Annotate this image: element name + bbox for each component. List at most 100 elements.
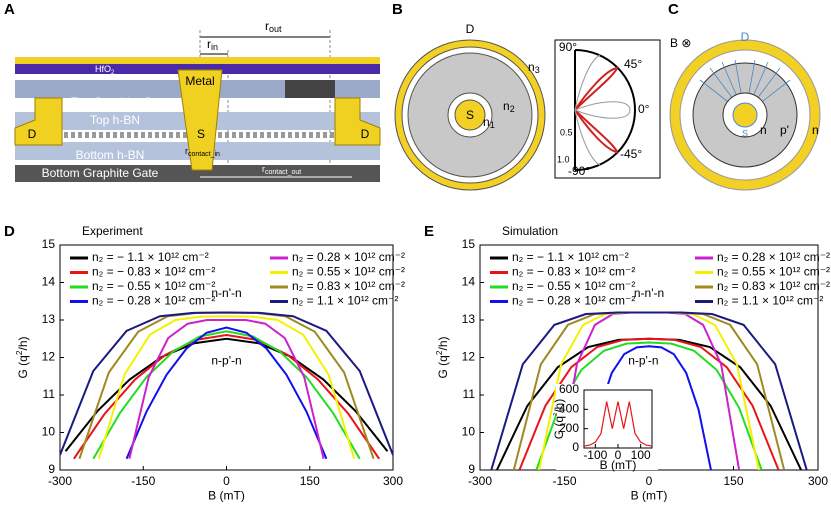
x-tick-label: 150 [723, 474, 743, 488]
label: rout [265, 19, 282, 34]
x-tick-label: -150 [552, 474, 576, 488]
panel-b: B D S n1 n2 n3 90° 45° 0° -45° -90° 0.5 … [392, 1, 661, 191]
legend-label: n₂ = 1.1 × 10¹² cm⁻² [717, 294, 823, 308]
y-axis-label-part: G (q [16, 355, 30, 378]
legend-label: n₂ = − 1.1 × 10¹² cm⁻² [512, 250, 629, 264]
x-tick-label: 300 [383, 474, 403, 488]
y-tick-label: 12 [462, 350, 476, 364]
y-axis-label-part: G (q [436, 355, 450, 378]
trajectories [699, 59, 791, 116]
layer [15, 64, 380, 74]
y-axis-label-part: /h) [552, 399, 566, 413]
panel-a: A rout rin HfO2 Metal Top Graphite Gate … [4, 1, 381, 182]
source [732, 102, 758, 128]
y-tick-label: 15 [462, 237, 476, 251]
series-line [73, 333, 380, 460]
x-axis-label: B (mT) [600, 458, 637, 472]
x-tick-label: 150 [300, 474, 320, 488]
y-axis-label: G (q2/h) [434, 336, 450, 378]
y-axis-label-part: 2 [553, 413, 559, 416]
series-line [128, 319, 325, 459]
y-tick-label: 0 [572, 440, 579, 454]
x-tick-label: 100 [631, 448, 651, 462]
y-tick-label: 400 [559, 402, 579, 416]
series-line [92, 330, 361, 460]
contact [14, 97, 63, 146]
label: 90° [559, 40, 577, 54]
y-axis-label: G (q2/h) [14, 336, 30, 378]
label: D [361, 127, 370, 141]
series-line [97, 315, 356, 460]
legend-label: n₂ = − 0.83 × 10¹² cm⁻² [512, 265, 635, 279]
y-tick-label: 600 [559, 382, 579, 396]
x-tick-label: 0 [615, 448, 622, 462]
legend-label: n₂ = 0.55 × 10¹² cm⁻² [292, 265, 405, 279]
label: S [197, 127, 205, 141]
label: 0° [638, 102, 650, 116]
chart-title: Experiment [82, 224, 143, 238]
legend-label: n₂ = 1.1 × 10¹² cm⁻² [292, 294, 398, 308]
polar-axis [574, 49, 636, 171]
label: S [742, 128, 748, 138]
y-tick-label: 14 [42, 275, 56, 289]
label: rcontact_in [185, 146, 220, 157]
legend-label: n₂ = − 0.83 × 10¹² cm⁻² [92, 265, 215, 279]
series-line [60, 311, 393, 456]
label: 45° [624, 57, 642, 71]
y-tick-label: 11 [43, 387, 56, 401]
label: p' [780, 123, 789, 137]
panel-label: D [4, 223, 15, 240]
label: n2 [503, 99, 515, 114]
x-axis-label: B (mT) [208, 489, 245, 503]
x-tick-label: -150 [131, 474, 155, 488]
label: S [466, 108, 474, 122]
panel-label: E [424, 223, 434, 240]
y-tick-label: 13 [462, 312, 476, 326]
annotation: n-n'-n [634, 286, 664, 300]
y-axis-label-part: 2 [434, 350, 444, 355]
legend-label: n₂ = − 0.28 × 10¹² cm⁻² [92, 294, 215, 308]
y-tick-label: 200 [559, 421, 579, 435]
y-tick-label: 14 [462, 275, 476, 289]
series-line [125, 326, 328, 460]
series-line [490, 311, 808, 470]
y-tick-label: 10 [462, 425, 476, 439]
x-tick-label: -300 [48, 474, 72, 488]
label: 1.0 [557, 154, 570, 164]
label: rcontact_out [262, 164, 301, 175]
label: n [812, 123, 819, 137]
chart-title: Simulation [502, 224, 558, 238]
annotation: n-p'-n [628, 353, 658, 367]
layer [15, 57, 380, 64]
inset-background [556, 384, 658, 470]
label: Top h-BN [90, 113, 140, 127]
annotation: n-p'-n [211, 353, 241, 367]
label: n [760, 123, 767, 137]
legend-label: n₂ = − 0.28 × 10¹² cm⁻² [512, 294, 635, 308]
legend-label: n₂ = − 1.1 × 10¹² cm⁻² [92, 250, 209, 264]
label: n3 [528, 60, 540, 75]
legend-label: n₂ = 0.83 × 10¹² cm⁻² [717, 279, 830, 293]
legend-label: n₂ = 0.28 × 10¹² cm⁻² [292, 250, 405, 264]
label: Top Graphite Gate [71, 95, 169, 109]
legend-label: n₂ = 0.55 × 10¹² cm⁻² [717, 265, 830, 279]
panel-label: B [392, 1, 403, 18]
lobe [574, 54, 631, 166]
polar-box [554, 39, 661, 179]
x-tick-label: 0 [646, 474, 653, 488]
y-tick-label: 10 [42, 425, 56, 439]
legend-label: n₂ = 0.28 × 10¹² cm⁻² [717, 250, 830, 264]
y-axis-label: G (q2/h) [552, 399, 566, 439]
label: D [28, 127, 37, 141]
label: rin [207, 37, 218, 52]
y-axis-label-part: 2 [14, 350, 24, 355]
y-axis-label-part: /h) [16, 336, 30, 350]
x-axis-label: B (mT) [631, 489, 668, 503]
legend-label: n₂ = − 0.55 × 10¹² cm⁻² [512, 279, 635, 293]
y-axis-label-part: /h) [436, 336, 450, 350]
label: D [741, 30, 750, 44]
y-tick-label: 11 [463, 387, 476, 401]
series-line [518, 337, 780, 470]
